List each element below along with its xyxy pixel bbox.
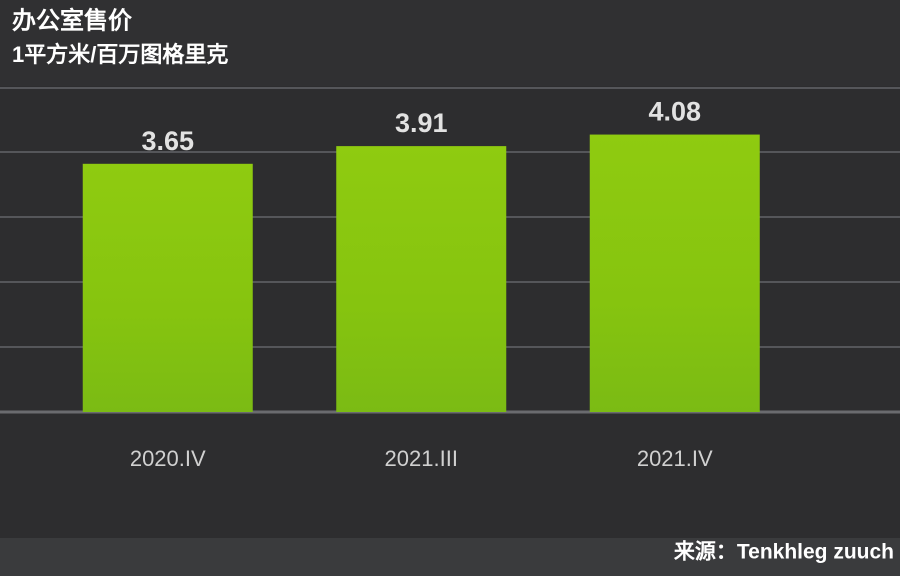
value-label: 4.08 — [648, 97, 701, 127]
plot-area: 2020.IV 3.65 2021.III 3.91 2021.IV 4.08 — [82, 97, 760, 471]
value-label: 3.91 — [395, 108, 448, 138]
source-note: 来源：Tenkhleg zuuch — [674, 540, 894, 564]
header-band — [0, 0, 900, 86]
x-tick-label: 2020.IV — [130, 446, 206, 471]
chart-subtitle: 1平方米/百万图格里克 — [12, 42, 228, 67]
x-tick-label: 2021.III — [385, 446, 458, 471]
chart-title: 办公室售价 — [12, 6, 133, 34]
value-label: 3.65 — [141, 126, 194, 156]
bar — [336, 146, 507, 412]
footer-band — [0, 538, 900, 576]
x-tick-label: 2021.IV — [637, 446, 713, 471]
bar — [82, 163, 253, 412]
bar — [589, 134, 760, 412]
